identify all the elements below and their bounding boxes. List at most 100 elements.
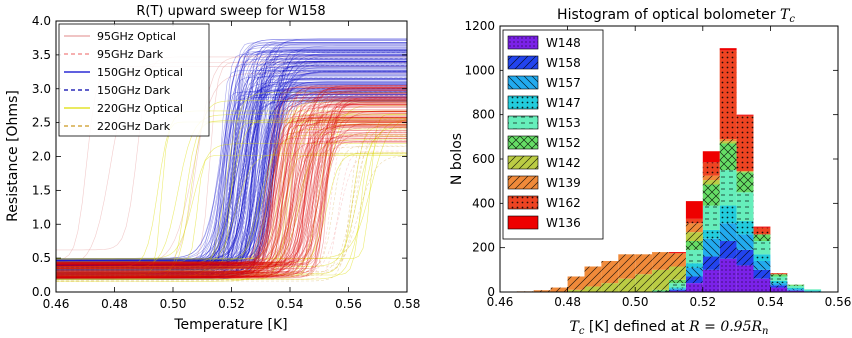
right-chart-title-subscript: c [789, 14, 795, 25]
x-tick-label: 0.50 [160, 297, 187, 311]
rt-curve [56, 42, 407, 260]
rt-curve [56, 117, 407, 264]
histogram-bar-hatch [753, 269, 771, 279]
rt-curve [56, 86, 407, 269]
legend-swatch-hatch [508, 176, 538, 189]
rt-curve [56, 99, 407, 276]
rt-curve [56, 84, 407, 279]
rt-curve [56, 104, 407, 263]
y-tick-label: 1.5 [32, 183, 51, 197]
rt-curve [56, 92, 407, 263]
histogram-bar-hatch [652, 252, 669, 270]
rt-curve [56, 54, 407, 261]
rt-curve [56, 91, 407, 260]
rt-curve [56, 121, 407, 275]
rt-curve [56, 97, 407, 275]
rt-curve [56, 124, 407, 269]
histogram-bar-hatch [702, 229, 720, 239]
right-chart-title-text: Histogram of optical bolometer [557, 7, 780, 23]
rt-curve [56, 117, 407, 267]
rt-curve [56, 116, 407, 269]
histogram-bar-hatch [685, 283, 703, 292]
histogram-bar-hatch [702, 180, 720, 185]
rt-curve [56, 126, 407, 266]
rt-curve [56, 117, 407, 273]
rt-curve [56, 38, 407, 278]
rt-curve [56, 78, 407, 261]
histogram-bar [702, 151, 720, 163]
rt-curve [56, 88, 407, 265]
rt-curve [56, 110, 407, 276]
histogram-bar-hatch [719, 205, 737, 224]
rt-curve [56, 50, 407, 266]
rt-curve [56, 107, 407, 277]
rt-curve [56, 85, 407, 271]
histogram-bar-hatch [669, 288, 686, 290]
rt-curve [56, 132, 407, 278]
histogram-bar-hatch [804, 290, 822, 292]
rt-curve [56, 57, 407, 267]
rt-curve [56, 110, 407, 267]
legend-label: 220GHz Optical [97, 102, 183, 115]
rt-curve [56, 119, 407, 278]
rt-curve [56, 89, 407, 278]
histogram-bar-hatch [685, 241, 703, 250]
histogram-bar-hatch [753, 227, 771, 235]
rt-curve [56, 43, 407, 270]
rt-curve [56, 62, 407, 267]
histogram-bar-hatch [702, 162, 720, 176]
rt-curve [56, 102, 407, 263]
rt-curve [56, 118, 407, 264]
histogram-bar-hatch [787, 288, 805, 290]
rt-curve [56, 67, 407, 266]
rt-curve [56, 50, 407, 272]
histogram-bar-hatch [702, 184, 720, 206]
rt-curve [56, 136, 407, 277]
rt-curve [56, 54, 407, 274]
rt-curve [56, 83, 407, 266]
right-y-axis-label: N bolos [449, 133, 465, 185]
left-chart-title: R(T) upward sweep for W158 [136, 4, 325, 19]
rt-curve [56, 120, 407, 280]
x-tick-label: 0.52 [689, 295, 716, 309]
y-tick-label: 0.0 [32, 285, 51, 299]
rt-curve [56, 102, 407, 267]
right-x-symbol: T [570, 319, 581, 335]
histogram-bar-hatch [719, 141, 737, 144]
rt-curve [56, 117, 407, 276]
legend-label: W157 [546, 76, 581, 90]
histogram-bar-hatch [736, 115, 754, 172]
rt-curve [56, 55, 407, 265]
histogram-bar-hatch [770, 280, 788, 284]
rt-curve [56, 114, 407, 273]
y-tick-label: 1.0 [32, 217, 51, 231]
rt-curve [56, 138, 407, 278]
rt-curve [56, 83, 407, 261]
rt-curve [56, 92, 407, 273]
histogram-bar-hatch [736, 172, 754, 193]
histogram-bar-hatch [719, 258, 737, 292]
rt-curve [56, 146, 407, 281]
rt-curve [56, 121, 407, 276]
y-tick-label: 0 [487, 285, 495, 299]
rt-curve [56, 87, 407, 275]
rt-curve [56, 155, 407, 262]
rt-curve [56, 139, 407, 273]
rt-curve [56, 90, 407, 278]
histogram-bar-hatch [669, 287, 686, 289]
legend-label: W152 [546, 136, 581, 150]
rt-curve [56, 81, 407, 274]
rt-curve [56, 53, 407, 266]
rt-curve [56, 154, 407, 273]
y-tick-label: 1000 [464, 63, 495, 77]
rt-curve [56, 48, 407, 265]
rt-curve [56, 121, 407, 265]
rt-curve [56, 96, 407, 261]
rt-curve [56, 54, 407, 262]
rt-curve [56, 130, 407, 275]
rt-curve [56, 73, 407, 266]
histogram-bar-hatch [770, 283, 788, 286]
rt-curve [56, 82, 407, 262]
x-tick-label: 0.46 [43, 297, 70, 311]
